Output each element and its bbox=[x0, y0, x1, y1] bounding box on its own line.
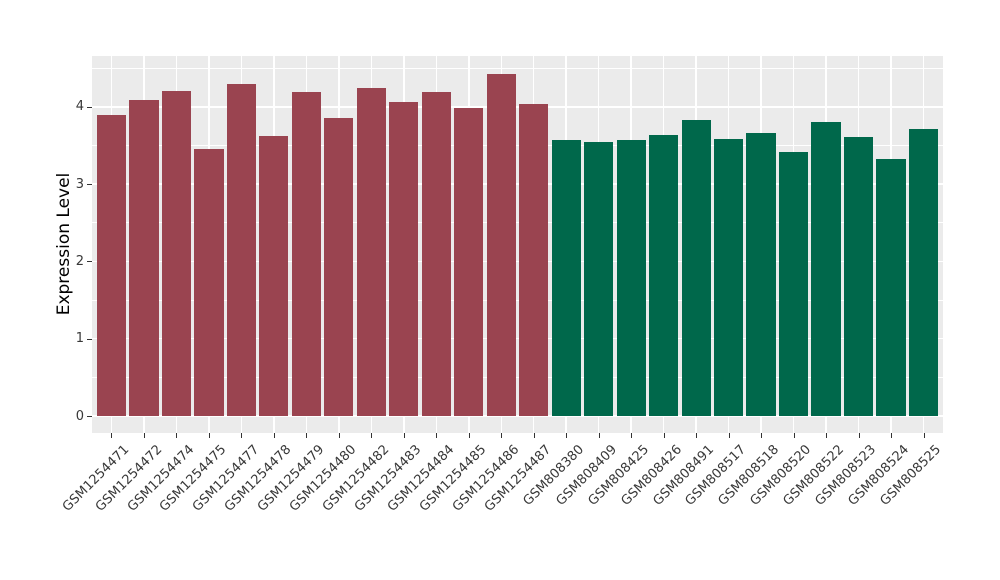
gridline-minor-y-4.5 bbox=[92, 67, 943, 69]
x-tick-GSM1254475 bbox=[208, 433, 210, 438]
y-tick-label: 4 bbox=[75, 99, 84, 115]
bar-GSM808380 bbox=[551, 140, 581, 416]
x-tick-GSM1254479 bbox=[306, 433, 308, 438]
bar-GSM808523 bbox=[843, 136, 874, 416]
bar-GSM808425 bbox=[616, 140, 646, 416]
bar-GSM808409 bbox=[584, 142, 614, 416]
plot-panel bbox=[92, 56, 943, 433]
bar-GSM1254475 bbox=[194, 149, 224, 416]
gridline-major-y-1 bbox=[92, 337, 943, 340]
gridline-minor-y-1.5 bbox=[92, 299, 943, 301]
x-tick-GSM1254477 bbox=[241, 433, 243, 438]
x-tick-GSM808380 bbox=[566, 433, 568, 438]
bar-GSM808518 bbox=[746, 133, 776, 416]
bar-GSM808426 bbox=[649, 134, 679, 416]
gridline-major-y-4 bbox=[92, 106, 943, 108]
x-tick-GSM808425 bbox=[631, 433, 633, 438]
x-tick-GSM1254483 bbox=[403, 433, 405, 438]
x-tick-GSM808409 bbox=[598, 433, 600, 438]
bar-GSM808520 bbox=[778, 151, 809, 416]
bar-GSM1254487 bbox=[519, 104, 549, 416]
gridline-minor-y-3.5 bbox=[92, 145, 943, 146]
bar-GSM1254485 bbox=[454, 108, 484, 416]
x-tick-GSM1254478 bbox=[273, 433, 275, 438]
bar-GSM808525 bbox=[908, 129, 939, 416]
bar-GSM808517 bbox=[714, 139, 744, 416]
x-tick-GSM808517 bbox=[728, 433, 730, 438]
x-tick-GSM808520 bbox=[793, 433, 795, 438]
x-tick-GSM808426 bbox=[663, 433, 665, 438]
gridline-major-y-3 bbox=[92, 183, 943, 185]
y-tick-label: 3 bbox=[75, 176, 84, 192]
y-tick-1 bbox=[87, 338, 92, 340]
x-tick-GSM1254471 bbox=[111, 433, 113, 438]
bar-GSM1254472 bbox=[129, 99, 159, 416]
x-tick-GSM1254484 bbox=[436, 433, 438, 438]
x-tick-GSM1254487 bbox=[533, 433, 535, 438]
y-tick-label: 0 bbox=[75, 408, 84, 424]
bar-GSM1254486 bbox=[486, 74, 516, 416]
gridline-major-y-2 bbox=[92, 260, 943, 263]
y-tick-2 bbox=[87, 261, 92, 263]
x-tick-GSM1254486 bbox=[501, 433, 503, 438]
x-tick-GSM1254482 bbox=[371, 433, 373, 438]
bar-GSM1254483 bbox=[389, 102, 419, 416]
bar-GSM808522 bbox=[811, 122, 841, 416]
bar-GSM1254484 bbox=[421, 92, 451, 416]
y-tick-label: 1 bbox=[75, 331, 84, 347]
x-tick-GSM1254474 bbox=[176, 433, 178, 438]
bar-GSM1254480 bbox=[324, 117, 354, 416]
bar-GSM1254482 bbox=[356, 88, 386, 416]
x-tick-GSM808491 bbox=[696, 433, 698, 438]
gridline-major-y-0 bbox=[92, 415, 943, 417]
x-tick-GSM808522 bbox=[826, 433, 828, 438]
gridline-minor-y-2.5 bbox=[92, 222, 943, 224]
x-tick-GSM808525 bbox=[923, 433, 925, 438]
x-tick-GSM1254472 bbox=[143, 433, 145, 438]
x-tick-GSM808524 bbox=[891, 433, 893, 438]
bar-GSM1254474 bbox=[161, 91, 192, 416]
bar-GSM1254479 bbox=[291, 92, 321, 416]
bar-GSM1254471 bbox=[96, 114, 127, 416]
x-tick-GSM808523 bbox=[858, 433, 860, 438]
gridline-minor-y-0.5 bbox=[92, 376, 943, 378]
x-tick-GSM1254480 bbox=[338, 433, 340, 438]
y-tick-3 bbox=[87, 184, 92, 186]
x-tick-GSM1254485 bbox=[468, 433, 470, 438]
bar-GSM1254478 bbox=[259, 136, 289, 416]
y-axis-title: Expression Level bbox=[54, 172, 74, 316]
bar-GSM808524 bbox=[876, 158, 906, 416]
y-tick-label: 2 bbox=[75, 253, 84, 269]
x-tick-GSM808518 bbox=[761, 433, 763, 438]
y-tick-4 bbox=[87, 106, 92, 108]
bar-GSM1254477 bbox=[226, 83, 256, 416]
y-tick-0 bbox=[87, 416, 92, 417]
bar-GSM808491 bbox=[681, 119, 711, 416]
